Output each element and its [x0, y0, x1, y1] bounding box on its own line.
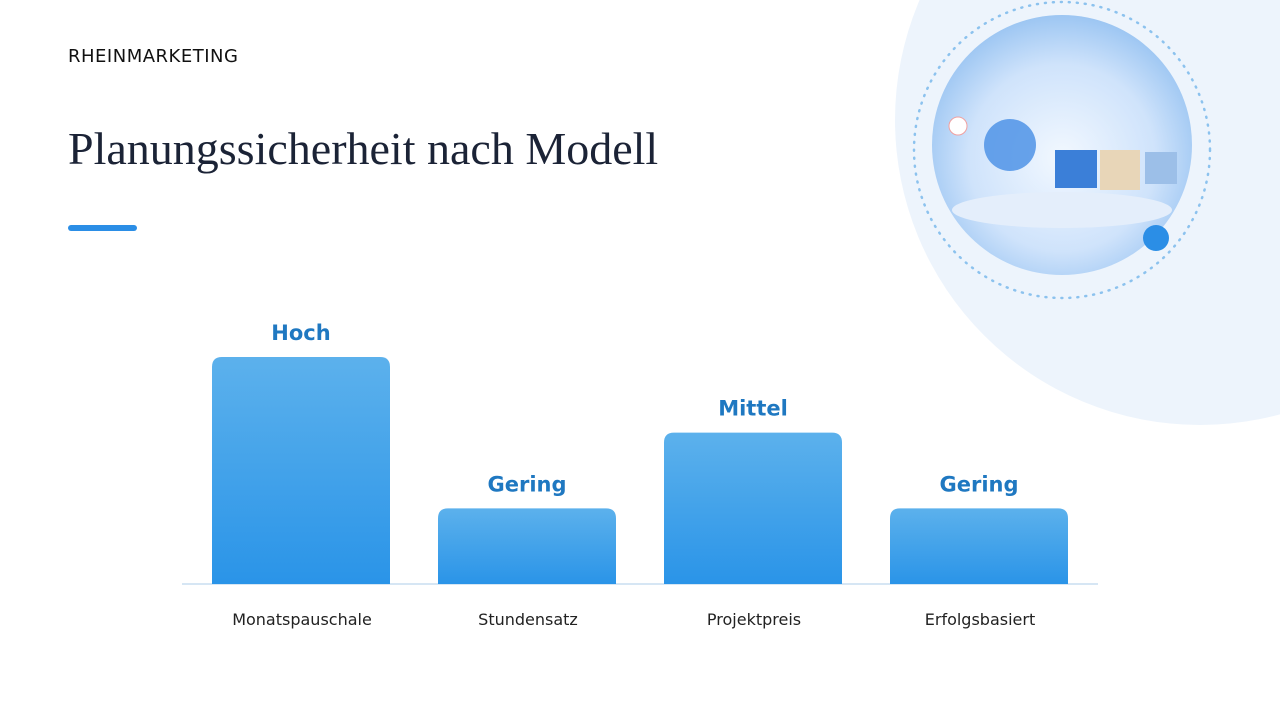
- dot: [1143, 225, 1169, 251]
- globe: [984, 119, 1036, 171]
- data-label: Gering: [487, 472, 566, 496]
- box: [1100, 150, 1140, 190]
- x-tick-label: Projektpreis: [707, 610, 801, 629]
- bar: [438, 508, 616, 584]
- bar: [890, 508, 1068, 584]
- box: [1055, 150, 1097, 188]
- brand: RHEINMARKETING: [68, 46, 238, 67]
- floor: [952, 192, 1172, 228]
- data-label: Gering: [939, 472, 1018, 496]
- x-tick-label: Erfolgsbasiert: [925, 610, 1035, 629]
- box: [1145, 152, 1177, 184]
- x-tick-label: Stundensatz: [478, 610, 578, 629]
- data-label: Hoch: [271, 321, 330, 345]
- data-label: Mittel: [718, 397, 788, 421]
- bar: [212, 357, 390, 584]
- heart-icon: [948, 116, 968, 136]
- dotted-ring: [912, 0, 1212, 300]
- bar: [664, 432, 842, 584]
- x-tick-label: Monatspauschale: [232, 610, 372, 629]
- chart-title: Planungssicherheit nach Modell: [68, 123, 658, 174]
